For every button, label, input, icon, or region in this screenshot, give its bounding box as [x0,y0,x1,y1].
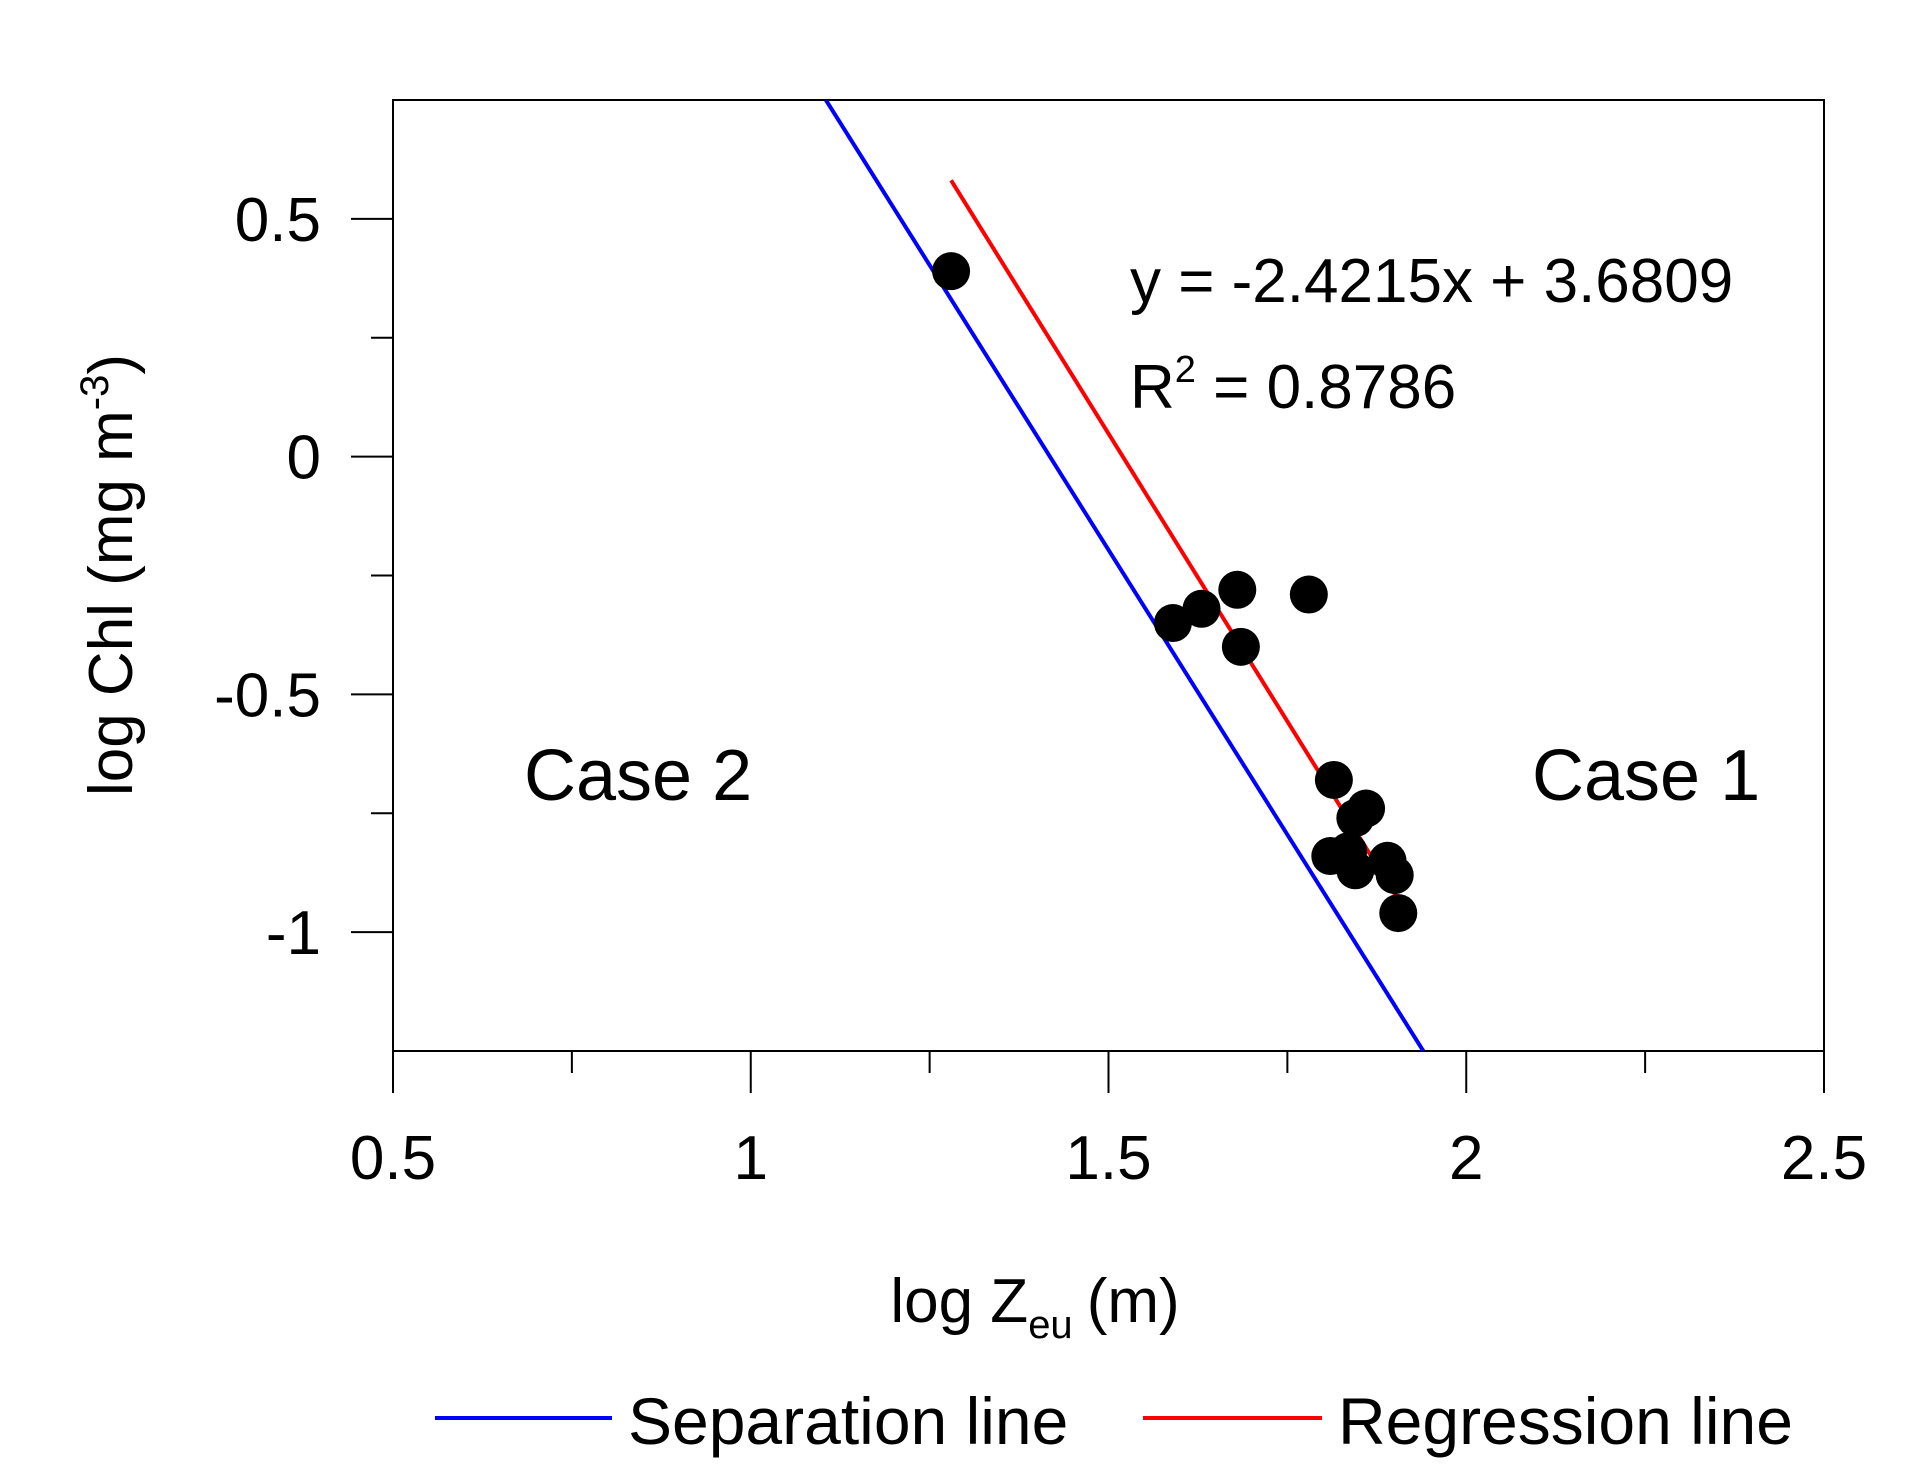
y-axis-label: log Chl (mg m-3) [73,354,146,796]
legend-label-separation: Separation line [628,1384,1068,1458]
y-axis-label-end: ) [77,354,146,375]
x-axis-label-subscript: eu [1028,1303,1073,1347]
data-point-2 [1182,589,1221,628]
regression-equation: y = -2.4215x + 3.6809 [1130,247,1733,316]
data-point-10 [1347,789,1386,828]
legend-label-regression: Regression line [1338,1384,1793,1458]
r-squared-value: = 0.8786 [1196,353,1456,422]
x-tick-label-1: 1 [734,1124,768,1193]
x-axis: 0.5 1 1.5 2 2.5 [350,1051,1867,1193]
r-squared-text: R2 = 0.8786 [1130,349,1456,422]
x-tick-label-0: 0.5 [350,1124,436,1193]
y-axis-label-superscript: -3 [73,375,117,411]
data-point-14 [1379,894,1418,933]
x-axis-label: log Zeu (m) [890,1267,1179,1347]
x-tick-label-2: 1.5 [1065,1124,1151,1193]
data-point-4 [1221,627,1260,666]
r-squared-label: R [1130,353,1175,422]
case-2-label: Case 2 [524,736,752,816]
data-point-6 [1314,760,1353,799]
data-point-1 [1153,604,1192,643]
x-tick-label-3: 2 [1449,1124,1483,1193]
data-point-11 [1336,851,1375,890]
y-axis: 0.5 0 -0.5 -1 [214,186,393,968]
data-point-13 [1375,856,1414,895]
x-tick-label-4: 2.5 [1781,1124,1867,1193]
y-tick-label-2: -0.5 [214,661,321,730]
data-points [932,252,1418,933]
y-tick-label-1: 0 [287,424,321,493]
y-tick-label-0: 0.5 [235,186,321,255]
legend: Separation line Regression line [435,1384,1793,1458]
case-1-label: Case 1 [1532,736,1760,816]
data-point-5 [1289,575,1328,614]
plot-frame [392,99,1825,1052]
data-point-0 [932,252,971,291]
data-point-3 [1218,570,1257,609]
x-axis-label-unit: (m) [1087,1267,1180,1336]
separation-line [824,100,1426,1051]
y-tick-label-3: -1 [266,899,321,968]
y-axis-label-main: log Chl (mg m [77,410,146,796]
r-squared-superscript: 2 [1175,349,1196,391]
series-lines [824,100,1426,1051]
x-axis-label-main: log Z [890,1267,1028,1336]
